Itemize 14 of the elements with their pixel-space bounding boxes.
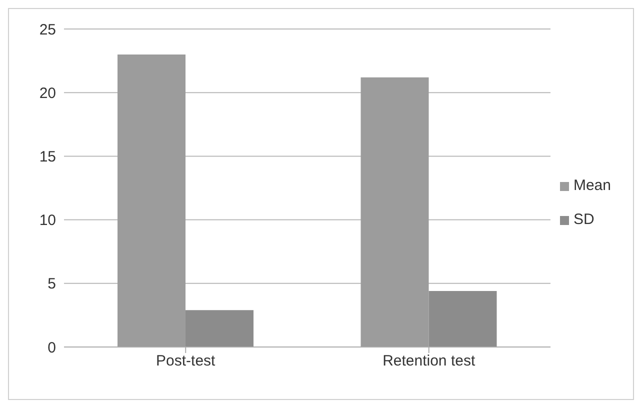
legend-label: Mean (573, 177, 611, 194)
x-tick-label: Retention test (382, 352, 476, 370)
y-tick-label: 25 (39, 21, 56, 38)
y-tick-label: 0 (48, 339, 56, 356)
y-tick-label: 20 (39, 84, 56, 102)
bar (186, 310, 254, 347)
bar (360, 77, 429, 347)
x-tick-label: Post-test (156, 352, 216, 370)
y-tick-label: 15 (39, 148, 56, 166)
legend-label: SD (573, 211, 594, 228)
bar (118, 54, 186, 347)
y-tick-label: 10 (39, 212, 56, 230)
y-tick-label: 5 (48, 276, 56, 293)
bar (428, 291, 497, 347)
